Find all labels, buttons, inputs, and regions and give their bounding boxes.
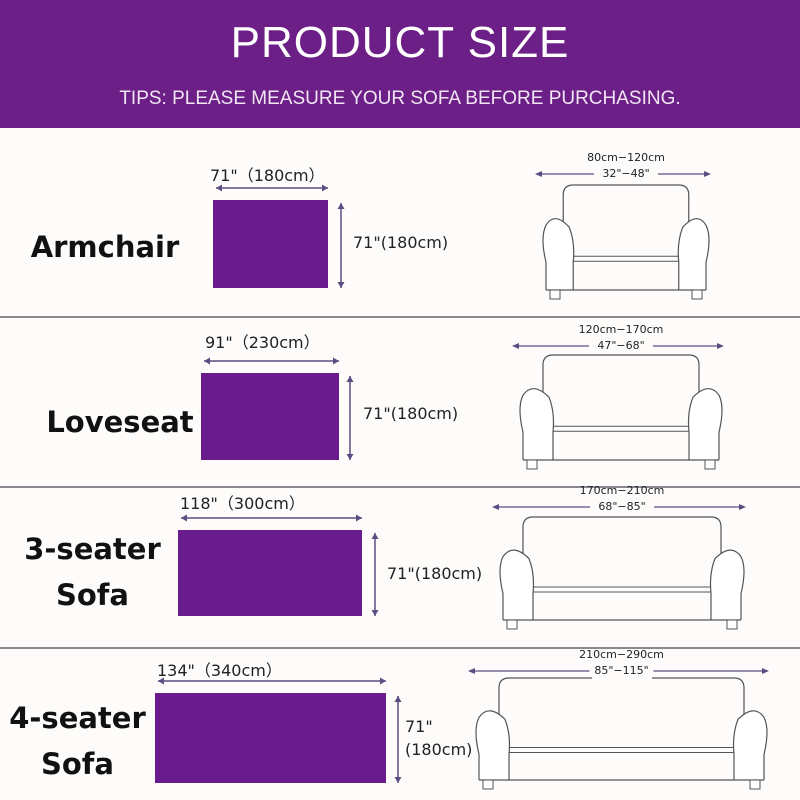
sofa-back [522,516,722,555]
page-title: PRODUCT SIZE [230,18,570,67]
cover-height-arrow-head [346,376,354,382]
cover-swatch [213,200,328,288]
cover-height-arrow-head [394,696,402,702]
arrow-head [492,504,499,510]
cover-width-arrow-head [322,184,328,192]
tips-text: TIPS: PLEASE MEASURE YOUR SOFA BEFORE PU… [119,88,681,109]
row-label: Armchair [30,230,180,264]
sofa-right-arm [687,388,723,460]
sofa-left-arm [542,218,575,290]
arrow-head [512,343,519,349]
sofa-back [542,354,700,394]
row-label: 4-seater Sofa [9,701,146,781]
cover-height-text: 71" (180cm) [405,717,473,759]
arrow-head [762,668,769,674]
cover-height-text: 71"(180cm) [387,564,483,583]
sofa-cm-text: 80cm−120cm [587,151,665,164]
cover-width-arrow-head [380,677,386,685]
cover-height-text: 71"(180cm) [353,233,449,252]
cover-width-arrow-head [216,184,222,192]
cover-height-arrow-head [371,610,379,616]
sofa-right-arm [709,549,745,620]
cover-width-text: 134"（340cm） [157,661,282,680]
divider [0,647,800,649]
sofa-leg [704,459,716,470]
sofa-right-arm [732,710,768,780]
sofa-leg [482,779,494,790]
sofa-in-text: 68"−85" [592,499,652,515]
cover-width-text: 71"（180cm） [210,166,325,185]
arrow-head [468,668,475,674]
cover-height-arrow-head [337,282,345,288]
sofa-right-arm [677,218,710,290]
row-label: Loveseat [46,405,194,439]
sofa-in-text: 85"−115" [591,663,652,679]
arrow-head [717,343,724,349]
cover-height-arrow-head [371,533,379,539]
cover-height-text: 71"(180cm) [363,404,459,423]
cover-height-arrow-head [337,203,345,209]
cover-width-arrow-head [333,357,339,365]
sofa-in-text: 32"−48" [596,166,656,182]
cover-width-arrow-head [204,357,210,365]
sofa-in-text: 47"−68" [591,338,651,354]
sofa-leg [526,459,538,470]
cover-width-text: 118"（300cm） [180,494,305,513]
cover-height-arrow-head [346,454,354,460]
sofa-back [498,677,745,716]
cover-swatch [178,530,362,616]
sofa-cm-text: 170cm−210cm [579,484,665,497]
sofa-leg [749,779,761,790]
header-banner: PRODUCT SIZE TIPS: PLEASE MEASURE YOUR S… [0,0,800,128]
sofa-left-arm [475,710,511,780]
row-label: 3-seater Sofa [24,532,161,612]
divider [0,486,800,488]
sofa-left-arm [499,549,535,620]
sofa-left-arm [519,388,555,460]
sofa-leg [691,289,703,300]
cover-swatch [201,373,339,460]
cover-swatch [155,693,386,783]
cover-width-arrow-head [158,677,164,685]
arrow-head [535,171,542,177]
cover-height-arrow-head [394,777,402,783]
cover-width-text: 91"（230cm） [205,333,320,352]
sofa-cm-text: 120cm−170cm [578,323,664,336]
cover-width-arrow-head [356,514,362,522]
sofa-cm-text: 210cm−290cm [579,648,664,661]
cover-width-arrow-head [181,514,187,522]
sofa-leg [549,289,561,300]
sofa-leg [506,619,518,630]
arrow-head [704,171,711,177]
arrow-head [739,504,746,510]
sofa-leg [726,619,738,630]
divider [0,316,800,318]
sofa-back [562,184,690,224]
